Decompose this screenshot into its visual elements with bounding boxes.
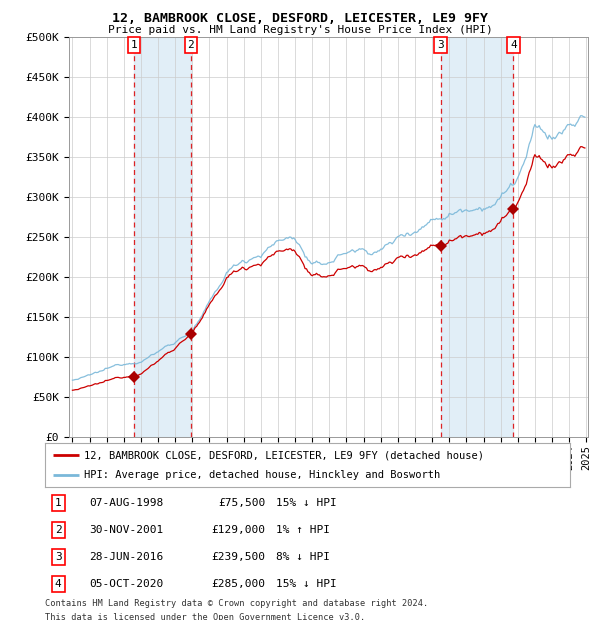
Text: 1: 1 xyxy=(130,40,137,50)
Bar xyxy=(440,37,514,437)
Text: £129,000: £129,000 xyxy=(212,525,265,535)
Text: 3: 3 xyxy=(437,40,444,50)
Bar xyxy=(134,37,191,437)
Text: 30-NOV-2001: 30-NOV-2001 xyxy=(89,525,164,535)
Text: Price paid vs. HM Land Registry's House Price Index (HPI): Price paid vs. HM Land Registry's House … xyxy=(107,25,493,35)
Text: HPI: Average price, detached house, Hinckley and Bosworth: HPI: Average price, detached house, Hinc… xyxy=(85,470,440,480)
Text: 1% ↑ HPI: 1% ↑ HPI xyxy=(276,525,330,535)
Text: 12, BAMBROOK CLOSE, DESFORD, LEICESTER, LE9 9FY: 12, BAMBROOK CLOSE, DESFORD, LEICESTER, … xyxy=(112,12,488,25)
Text: 2: 2 xyxy=(55,525,62,535)
Text: This data is licensed under the Open Government Licence v3.0.: This data is licensed under the Open Gov… xyxy=(45,613,365,620)
Text: £285,000: £285,000 xyxy=(212,579,265,589)
Text: £239,500: £239,500 xyxy=(212,552,265,562)
Text: 05-OCT-2020: 05-OCT-2020 xyxy=(89,579,164,589)
Text: 28-JUN-2016: 28-JUN-2016 xyxy=(89,552,164,562)
Text: 4: 4 xyxy=(510,40,517,50)
Text: 12, BAMBROOK CLOSE, DESFORD, LEICESTER, LE9 9FY (detached house): 12, BAMBROOK CLOSE, DESFORD, LEICESTER, … xyxy=(85,450,484,460)
Text: 15% ↓ HPI: 15% ↓ HPI xyxy=(276,498,337,508)
Text: 1: 1 xyxy=(55,498,62,508)
Text: 4: 4 xyxy=(55,579,62,589)
Text: £75,500: £75,500 xyxy=(218,498,265,508)
Text: 07-AUG-1998: 07-AUG-1998 xyxy=(89,498,164,508)
Text: 2: 2 xyxy=(188,40,194,50)
Text: 3: 3 xyxy=(55,552,62,562)
Text: 8% ↓ HPI: 8% ↓ HPI xyxy=(276,552,330,562)
Text: 15% ↓ HPI: 15% ↓ HPI xyxy=(276,579,337,589)
Text: Contains HM Land Registry data © Crown copyright and database right 2024.: Contains HM Land Registry data © Crown c… xyxy=(45,599,428,608)
